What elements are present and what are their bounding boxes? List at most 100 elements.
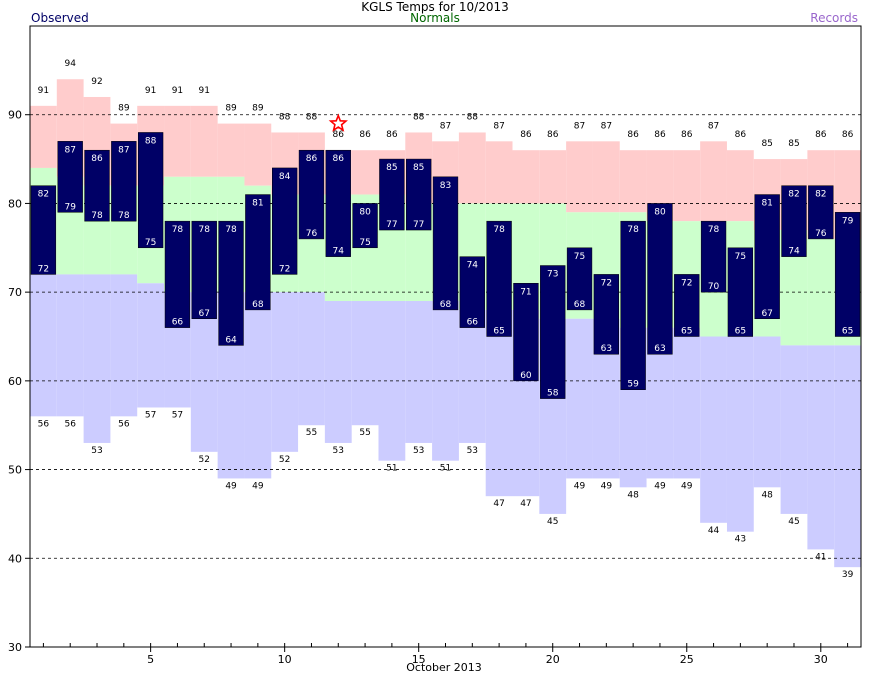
observed-low-label: 77: [413, 220, 424, 230]
record-high-label: 89: [252, 104, 264, 114]
record-star-icon: [328, 113, 348, 132]
observed-high-label: 84: [279, 172, 291, 182]
axes-layer: 30 40 50 60 70 80 90 5 10 15 20 25 30: [8, 25, 862, 666]
record-low-band: [753, 336, 781, 488]
observed-high-label: 74: [467, 261, 479, 271]
observed-high-label: 78: [708, 225, 720, 235]
observed-high-label: 73: [547, 270, 558, 280]
observed-bar: [298, 149, 325, 240]
record-high-band: [539, 150, 567, 204]
record-low-band: [700, 336, 727, 523]
record-high-label: 86: [333, 130, 345, 140]
observed-high-label: 80: [654, 207, 666, 217]
record-low-band: [30, 274, 57, 417]
record-low-band: [485, 309, 513, 497]
record-low-label: 47: [520, 499, 531, 509]
observed-bar: [406, 158, 432, 231]
observed-bar: [272, 167, 298, 275]
observed-low-label: 63: [654, 344, 665, 354]
observed-high-label: 82: [38, 190, 49, 200]
observed-high-label: 82: [788, 190, 799, 200]
observed-high-label: 80: [359, 207, 371, 217]
record-high-label: 85: [761, 139, 772, 149]
legend-records: Records: [810, 11, 858, 25]
record-low-label: 56: [118, 419, 130, 429]
record-low-label: 39: [842, 570, 854, 580]
observed-low-label: 77: [386, 220, 397, 230]
record-high-label: 88: [413, 112, 425, 122]
record-low-band: [458, 309, 486, 443]
record-low-label: 53: [91, 446, 102, 456]
observed-high-label: 75: [574, 252, 585, 262]
record-high-label: 86: [547, 130, 559, 140]
x-tick-label: 20: [546, 653, 560, 666]
observed-low-label: 76: [815, 229, 827, 239]
record-low-band: [110, 274, 138, 417]
observed-low-label: 66: [172, 318, 184, 328]
observed-bar: [486, 220, 512, 337]
record-low-band: [807, 345, 835, 550]
observed-high-label: 82: [815, 190, 826, 200]
record-low-band: [673, 327, 701, 479]
observed-low-label: 78: [91, 211, 103, 221]
record-high-label: 87: [708, 121, 719, 131]
record-high-band: [244, 123, 272, 186]
observed-bar: [781, 185, 807, 257]
record-high-label: 92: [91, 77, 102, 87]
y-tick-label: 40: [8, 552, 22, 565]
y-tick-label: 90: [8, 109, 22, 122]
observed-bar: [84, 149, 110, 222]
record-high-label: 94: [64, 59, 76, 69]
record-high-band: [458, 132, 486, 204]
record-low-label: 53: [333, 446, 344, 456]
observed-bar: [674, 274, 700, 337]
observed-high-label: 88: [145, 136, 157, 146]
record-high-label: 87: [440, 121, 451, 131]
observed-low-label: 65: [842, 327, 853, 337]
observed-high-label: 78: [172, 225, 184, 235]
record-high-band: [592, 141, 620, 213]
observed-bar: [57, 141, 83, 213]
observed-low-label: 63: [601, 344, 612, 354]
observed-high-label: 85: [413, 163, 424, 173]
observed-bar: [620, 220, 646, 390]
record-low-label: 49: [574, 481, 586, 491]
observed-low-label: 74: [788, 247, 800, 257]
observed-low-label: 72: [38, 264, 49, 274]
record-high-band: [164, 105, 191, 177]
record-high-band: [512, 150, 540, 204]
record-high-label: 88: [467, 112, 479, 122]
record-high-label: 86: [520, 130, 532, 140]
record-low-label: 51: [386, 464, 397, 474]
record-low-band: [298, 292, 325, 426]
record-low-band: [726, 336, 754, 532]
observed-high-label: 83: [440, 181, 451, 191]
observed-low-label: 78: [118, 211, 130, 221]
observed-bar: [513, 283, 539, 382]
record-low-label: 49: [681, 481, 693, 491]
record-high-label: 91: [145, 86, 156, 96]
observed-high-label: 85: [386, 163, 397, 173]
record-low-label: 43: [735, 535, 746, 545]
record-low-label: 55: [359, 428, 370, 438]
observed-low-label: 79: [64, 202, 76, 212]
record-low-band: [83, 274, 111, 443]
record-high-label: 86: [815, 130, 827, 140]
x-tick-label: 30: [814, 653, 828, 666]
observed-low-label: 58: [547, 389, 559, 399]
observed-high-label: 81: [761, 199, 772, 209]
record-low-label: 49: [601, 481, 613, 491]
observed-bar: [191, 220, 217, 320]
record-low-label: 57: [145, 410, 156, 420]
record-low-band: [56, 274, 84, 417]
record-high-label: 91: [172, 86, 183, 96]
labels-layer: 82 72 91 56 87 79 94 56 86 78 92 53 87 78 89 56 88 75 91 57…: [38, 59, 854, 580]
observed-bar: [164, 220, 191, 328]
x-tick-label: 15: [412, 653, 426, 666]
record-low-label: 48: [761, 490, 773, 500]
record-low-label: 44: [708, 526, 720, 536]
observed-bar: [137, 132, 164, 249]
record-high-label: 86: [359, 130, 371, 140]
observed-high-label: 86: [333, 154, 345, 164]
record-high-band: [30, 105, 57, 168]
